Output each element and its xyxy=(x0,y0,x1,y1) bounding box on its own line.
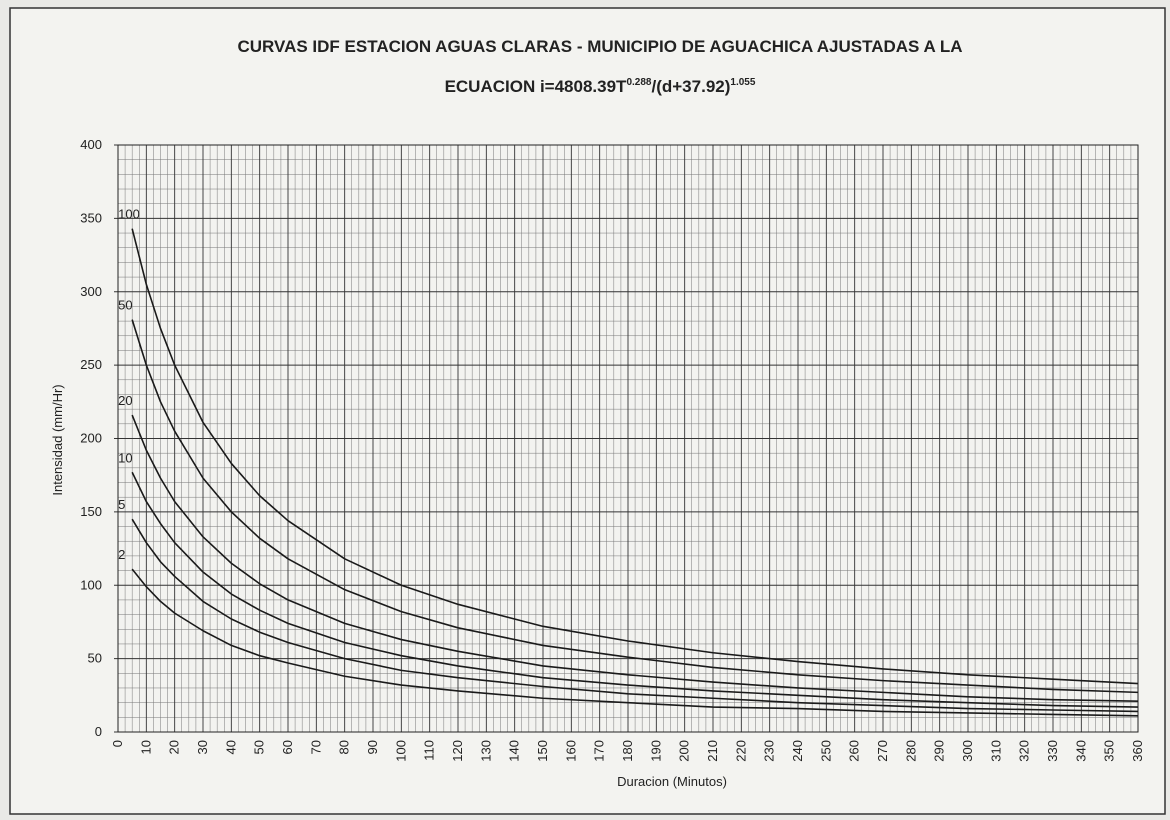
y-tick-label: 100 xyxy=(80,577,102,592)
x-tick-label: 260 xyxy=(847,740,862,762)
chart-frame xyxy=(9,7,1166,815)
idf-curve xyxy=(131,568,1139,717)
x-tick-label: 40 xyxy=(223,740,238,754)
x-tick-label: 240 xyxy=(790,740,805,762)
y-tick-label: 200 xyxy=(80,431,102,446)
x-tick-label: 310 xyxy=(988,740,1003,762)
y-tick-label: 300 xyxy=(80,284,102,299)
equation-exponent: 1.055 xyxy=(730,77,755,88)
x-tick-label: 210 xyxy=(705,740,720,762)
idf-curve xyxy=(131,414,1139,702)
x-tick-label: 350 xyxy=(1102,740,1117,762)
idf-curve xyxy=(131,471,1139,708)
x-tick-label: 190 xyxy=(648,740,663,762)
x-tick-label: 90 xyxy=(365,740,380,754)
x-tick-label: 110 xyxy=(422,740,437,761)
x-tick-label: 20 xyxy=(167,740,182,754)
x-tick-label: 0 xyxy=(110,740,125,747)
x-tick-label: 360 xyxy=(1130,740,1145,762)
x-tick-label: 300 xyxy=(960,740,975,762)
chart-title-equation: ECUACION i=4808.39T0.288/(d+37.92)1.055 xyxy=(445,77,756,96)
x-tick-label: 10 xyxy=(138,740,153,754)
y-tick-label: 250 xyxy=(80,357,102,372)
x-tick-label: 250 xyxy=(818,740,833,762)
x-tick-label: 220 xyxy=(733,740,748,762)
curve-label: 20 xyxy=(118,393,132,408)
idf-curve xyxy=(131,228,1139,685)
y-axis-label: Intensidad (mm/Hr) xyxy=(50,384,65,495)
curve-label: 2 xyxy=(118,547,125,562)
y-tick-label: 150 xyxy=(80,504,102,519)
x-tick-label: 140 xyxy=(507,740,522,762)
equation-exponent: 0.288 xyxy=(626,77,651,88)
x-tick-label: 130 xyxy=(478,740,493,762)
x-tick-label: 330 xyxy=(1045,740,1060,762)
x-tick-label: 170 xyxy=(592,740,607,762)
x-tick-label: 180 xyxy=(620,740,635,762)
idf-curve xyxy=(131,319,1139,694)
x-tick-label: 100 xyxy=(393,740,408,762)
y-tick-label: 0 xyxy=(95,724,102,739)
equation-part: ECUACION i=4808.39T xyxy=(445,77,627,96)
curve-label: 100 xyxy=(118,207,140,222)
curve-label: 10 xyxy=(118,450,132,465)
y-tick-label: 350 xyxy=(80,210,102,225)
x-tick-label: 290 xyxy=(932,740,947,762)
x-tick-label: 60 xyxy=(280,740,295,754)
y-tick-label: 400 xyxy=(80,137,102,152)
x-tick-label: 30 xyxy=(195,740,210,754)
y-tick-label: 50 xyxy=(88,651,102,666)
x-tick-label: 70 xyxy=(308,740,323,754)
plot-area-border xyxy=(117,144,1139,733)
x-tick-label: 160 xyxy=(563,740,578,762)
chart-title: CURVAS IDF ESTACION AGUAS CLARAS - MUNIC… xyxy=(237,37,962,56)
curve-label: 5 xyxy=(118,497,125,512)
x-tick-label: 280 xyxy=(903,740,918,762)
x-tick-label: 340 xyxy=(1073,740,1088,762)
x-tick-label: 50 xyxy=(252,740,267,754)
curve-label: 50 xyxy=(118,298,132,313)
equation-part: /(d+37.92) xyxy=(651,77,730,96)
x-tick-label: 200 xyxy=(677,740,692,762)
x-tick-label: 150 xyxy=(535,740,550,762)
x-axis-label: Duracion (Minutos) xyxy=(617,774,727,789)
x-tick-label: 120 xyxy=(450,740,465,762)
x-tick-label: 270 xyxy=(875,740,890,762)
x-tick-label: 80 xyxy=(337,740,352,754)
idf-curve xyxy=(131,518,1139,713)
x-tick-label: 230 xyxy=(762,740,777,762)
x-tick-label: 320 xyxy=(1017,740,1032,762)
